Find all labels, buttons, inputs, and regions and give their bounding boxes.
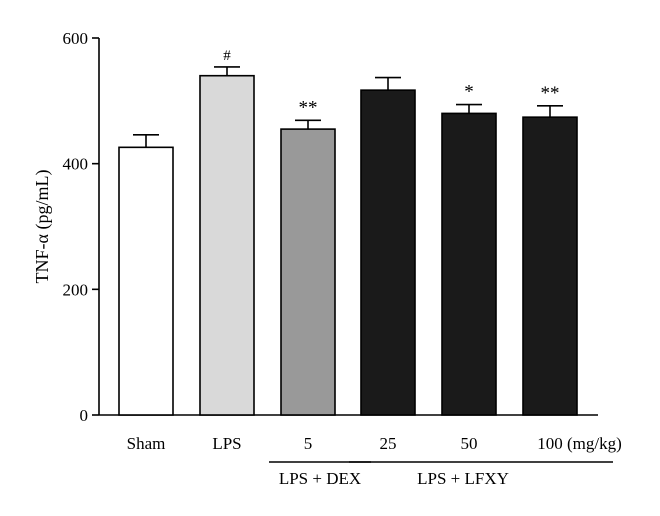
y-tick-label: 0 <box>80 406 89 425</box>
y-tick-label: 200 <box>63 280 89 299</box>
bar-lps <box>199 74 255 416</box>
x-tick-label: Sham <box>127 434 166 453</box>
x-tick-label: 100 <box>537 434 563 453</box>
y-tick-label: 400 <box>63 155 89 174</box>
significance-marker: # <box>223 48 231 64</box>
axes: 0 200 400 600 TNF-α (pg/mL) <box>32 29 598 425</box>
error-bars <box>133 66 563 148</box>
x-tick-label: 50 <box>461 434 478 453</box>
bar-25 <box>360 89 416 416</box>
labels: Sham # LPS ** 5 25 * 50 ** 100 (mg/kg) LPS + DEX LPS… <box>127 48 622 488</box>
y-tick-label: 600 <box>63 29 89 48</box>
x-tick-label: 25 <box>380 434 397 453</box>
group-label: LPS + DEX <box>279 469 361 488</box>
bar-50 <box>441 112 497 416</box>
group-label: LPS + LFXY <box>417 469 509 488</box>
unit-label: (mg/kg) <box>567 434 622 453</box>
bars <box>118 74 578 416</box>
y-axis-label: TNF-α (pg/mL) <box>32 170 53 284</box>
significance-marker: ** <box>541 83 560 104</box>
x-tick-label: LPS <box>212 434 241 453</box>
significance-marker: * <box>464 82 474 103</box>
bar-sham <box>118 146 174 416</box>
significance-marker: ** <box>299 97 318 118</box>
bar-5 <box>280 128 336 416</box>
bar-100 <box>522 116 578 416</box>
x-tick-label: 5 <box>304 434 313 453</box>
